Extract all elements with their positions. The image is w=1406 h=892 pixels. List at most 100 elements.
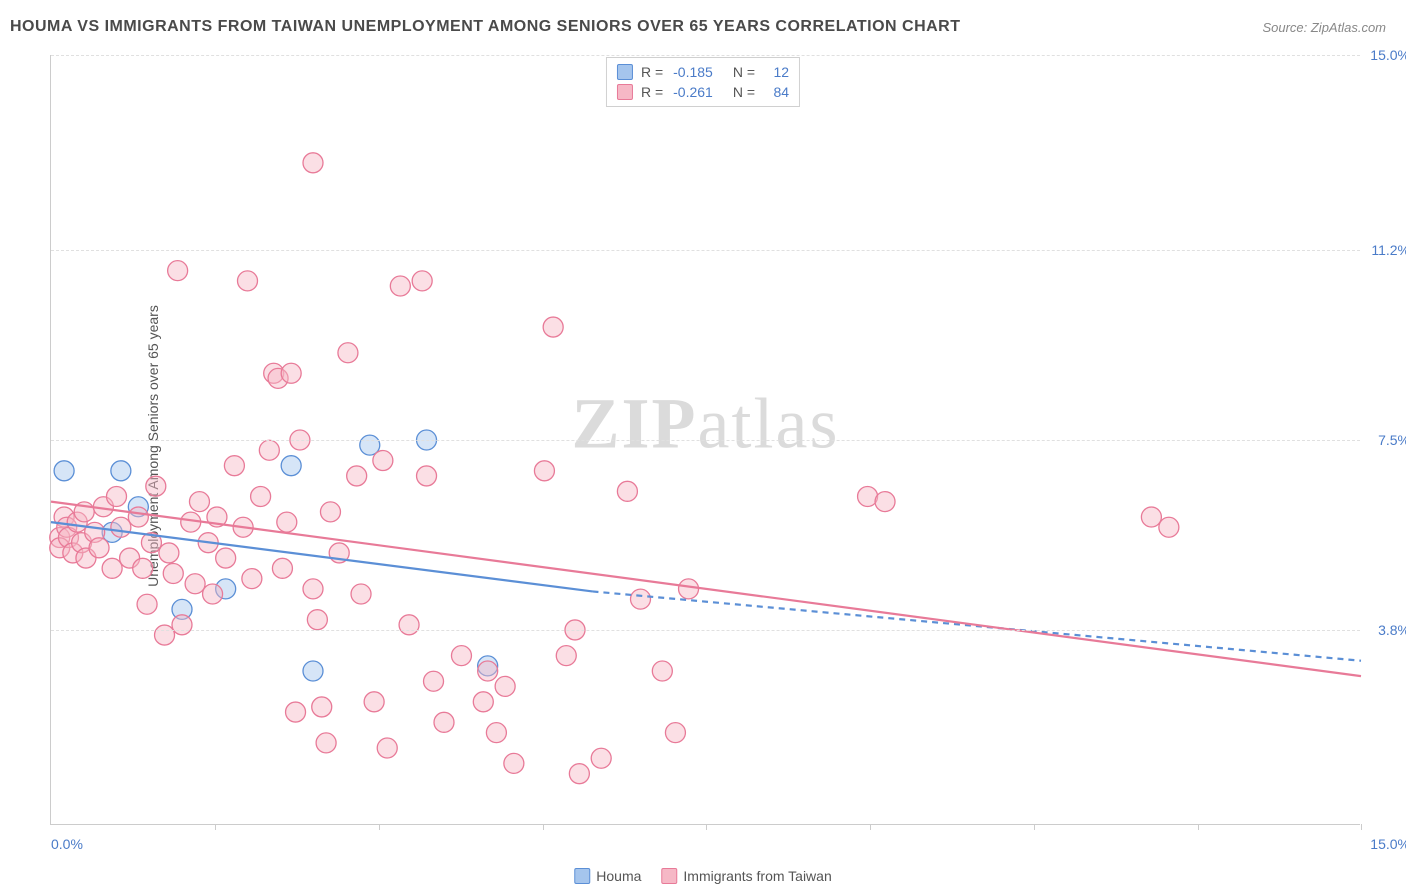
series-legend-label: Houma (596, 868, 641, 884)
scatter-point (163, 563, 183, 583)
scatter-point (303, 153, 323, 173)
scatter-point (569, 764, 589, 784)
chart-title: HOUMA VS IMMIGRANTS FROM TAIWAN UNEMPLOY… (10, 18, 961, 36)
legend-n-value: 12 (765, 64, 789, 80)
legend-r-value: -0.261 (673, 84, 713, 100)
scatter-point (286, 702, 306, 722)
scatter-point (1141, 507, 1161, 527)
scatter-point (320, 502, 340, 522)
scatter-point (159, 543, 179, 563)
scatter-point (473, 692, 493, 712)
scatter-point (412, 271, 432, 291)
stats-legend: R = -0.185 N = 12 R = -0.261 N = 84 (606, 57, 800, 107)
scatter-point (251, 486, 271, 506)
scatter-point (102, 558, 122, 578)
scatter-point (478, 661, 498, 681)
scatter-point (679, 579, 699, 599)
scatter-point (631, 589, 651, 609)
legend-n-value: 84 (765, 84, 789, 100)
scatter-point (203, 584, 223, 604)
scatter-point (224, 456, 244, 476)
legend-r-value: -0.185 (673, 64, 713, 80)
scatter-point (54, 461, 74, 481)
scatter-point (556, 646, 576, 666)
scatter-point (137, 594, 157, 614)
scatter-point (168, 261, 188, 281)
scatter-point (451, 646, 471, 666)
scatter-point (146, 476, 166, 496)
grid-line (51, 250, 1360, 251)
series-legend: Houma Immigrants from Taiwan (574, 868, 831, 884)
legend-n-label: N = (733, 84, 755, 100)
grid-line (51, 440, 1360, 441)
grid-line (51, 55, 1360, 56)
scatter-point (259, 440, 279, 460)
scatter-point (277, 512, 297, 532)
x-tick (1198, 824, 1199, 830)
scatter-point (303, 661, 323, 681)
legend-swatch (617, 84, 633, 100)
scatter-point (390, 276, 410, 296)
legend-r-label: R = (641, 84, 663, 100)
scatter-point (111, 517, 131, 537)
scatter-point (185, 574, 205, 594)
y-tick-label: 15.0% (1365, 47, 1406, 63)
scatter-point (281, 363, 301, 383)
x-tick (379, 824, 380, 830)
scatter-point (303, 579, 323, 599)
scatter-point (338, 343, 358, 363)
scatter-point (486, 723, 506, 743)
grid-line (51, 630, 1360, 631)
scatter-point (272, 558, 292, 578)
legend-swatch (574, 868, 590, 884)
legend-n-label: N = (733, 64, 755, 80)
stats-legend-row: R = -0.261 N = 84 (617, 82, 789, 102)
scatter-point (875, 492, 895, 512)
x-tick (870, 824, 871, 830)
plot-area: ZIPatlas 0.0% 15.0% 3.8%7.5%11.2%15.0% (50, 55, 1360, 825)
scatter-point (216, 548, 236, 568)
scatter-point (133, 558, 153, 578)
scatter-point (347, 466, 367, 486)
scatter-point (504, 753, 524, 773)
scatter-point (128, 507, 148, 527)
scatter-point (665, 723, 685, 743)
scatter-point (242, 569, 262, 589)
regression-line-extrapolated (592, 591, 1361, 660)
stats-legend-row: R =-0.185N =12 (617, 62, 789, 82)
scatter-point (281, 456, 301, 476)
x-tick (543, 824, 544, 830)
scatter-point (351, 584, 371, 604)
scatter-point (534, 461, 554, 481)
x-tick-min: 0.0% (51, 836, 83, 852)
chart-source: Source: ZipAtlas.com (1262, 20, 1386, 35)
series-legend-item: Immigrants from Taiwan (661, 868, 831, 884)
scatter-point (316, 733, 336, 753)
scatter-point (89, 538, 109, 558)
scatter-point (495, 676, 515, 696)
x-tick (215, 824, 216, 830)
series-legend-label: Immigrants from Taiwan (683, 868, 831, 884)
scatter-point (424, 671, 444, 691)
scatter-point (417, 466, 437, 486)
scatter-point (652, 661, 672, 681)
scatter-point (238, 271, 258, 291)
scatter-point (312, 697, 332, 717)
scatter-point (617, 481, 637, 501)
scatter-point (107, 486, 127, 506)
scatter-point (434, 712, 454, 732)
y-tick-label: 3.8% (1365, 622, 1406, 638)
x-tick (1361, 824, 1362, 830)
x-tick-max: 15.0% (1370, 836, 1406, 852)
scatter-point (111, 461, 131, 481)
x-tick (1034, 824, 1035, 830)
scatter-point (399, 615, 419, 635)
series-legend-item: Houma (574, 868, 641, 884)
scatter-point (373, 451, 393, 471)
scatter-point (377, 738, 397, 758)
scatter-point (543, 317, 563, 337)
scatter-point (155, 625, 175, 645)
scatter-point (1159, 517, 1179, 537)
legend-swatch (617, 64, 633, 80)
scatter-point (189, 492, 209, 512)
